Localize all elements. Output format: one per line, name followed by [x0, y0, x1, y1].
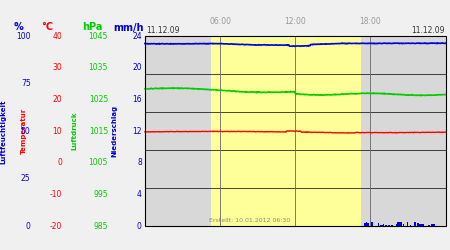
Bar: [400, 222, 402, 226]
Text: -20: -20: [50, 222, 62, 231]
Text: 0: 0: [137, 222, 142, 231]
Text: 1035: 1035: [89, 64, 108, 72]
Text: 1025: 1025: [89, 95, 108, 104]
Bar: [407, 222, 408, 226]
Text: 995: 995: [94, 190, 108, 199]
Text: 16: 16: [132, 95, 142, 104]
Text: Erstellt: 10.01.2012 06:30: Erstellt: 10.01.2012 06:30: [210, 218, 291, 222]
Bar: [382, 225, 383, 226]
Bar: [432, 224, 433, 226]
Bar: [367, 223, 369, 226]
Text: °C: °C: [41, 22, 53, 32]
Text: mm/h: mm/h: [113, 22, 144, 32]
Text: 985: 985: [94, 222, 108, 231]
Text: 12: 12: [132, 127, 142, 136]
Bar: [145, 36, 446, 226]
Text: 40: 40: [52, 32, 62, 41]
Text: 30: 30: [52, 64, 62, 72]
Bar: [428, 225, 430, 226]
Text: 20: 20: [53, 95, 62, 104]
Bar: [397, 222, 399, 226]
Text: 11.12.09: 11.12.09: [411, 26, 445, 35]
Bar: [399, 222, 400, 226]
Text: 10: 10: [53, 127, 62, 136]
Bar: [391, 225, 393, 226]
Bar: [401, 224, 402, 226]
Text: 1005: 1005: [89, 158, 108, 168]
Bar: [211, 36, 361, 226]
Text: 06:00: 06:00: [209, 17, 231, 26]
Text: 24: 24: [132, 32, 142, 41]
Text: 20: 20: [132, 64, 142, 72]
Bar: [398, 222, 400, 226]
Text: 0: 0: [57, 158, 62, 168]
Text: 0: 0: [26, 222, 31, 231]
Text: 50: 50: [21, 127, 31, 136]
Bar: [421, 224, 423, 226]
Text: 1015: 1015: [89, 127, 108, 136]
Text: hPa: hPa: [82, 22, 103, 32]
Bar: [419, 224, 420, 226]
Text: Niederschlag: Niederschlag: [112, 105, 118, 157]
Bar: [433, 224, 435, 226]
Bar: [388, 225, 390, 226]
Bar: [378, 223, 379, 226]
Bar: [403, 224, 404, 226]
Bar: [145, 36, 446, 226]
Bar: [428, 225, 429, 226]
Bar: [382, 224, 384, 226]
Text: 25: 25: [21, 174, 31, 183]
Bar: [366, 222, 367, 226]
Bar: [423, 224, 424, 226]
Text: 12:00: 12:00: [284, 17, 306, 26]
Text: 75: 75: [21, 79, 31, 88]
Bar: [364, 223, 365, 226]
Text: 18:00: 18:00: [360, 17, 381, 26]
Text: 4: 4: [137, 190, 142, 199]
Bar: [371, 222, 373, 226]
Bar: [410, 225, 411, 226]
Text: -10: -10: [50, 190, 62, 199]
Bar: [382, 225, 383, 226]
Text: 100: 100: [16, 32, 31, 41]
Text: 11.12.09: 11.12.09: [146, 26, 179, 35]
Bar: [396, 224, 397, 226]
Bar: [414, 222, 415, 226]
Text: Luftdruck: Luftdruck: [71, 112, 77, 150]
Bar: [420, 224, 422, 226]
Bar: [385, 225, 387, 226]
Text: Luftfeuchtigkeit: Luftfeuchtigkeit: [0, 99, 7, 164]
Text: Temperatur: Temperatur: [20, 108, 27, 154]
Bar: [372, 223, 374, 226]
Bar: [400, 222, 401, 226]
Bar: [417, 223, 419, 226]
Text: 1045: 1045: [89, 32, 108, 41]
Text: %: %: [14, 22, 24, 32]
Bar: [380, 225, 381, 226]
Text: 8: 8: [137, 158, 142, 168]
Bar: [364, 222, 366, 226]
